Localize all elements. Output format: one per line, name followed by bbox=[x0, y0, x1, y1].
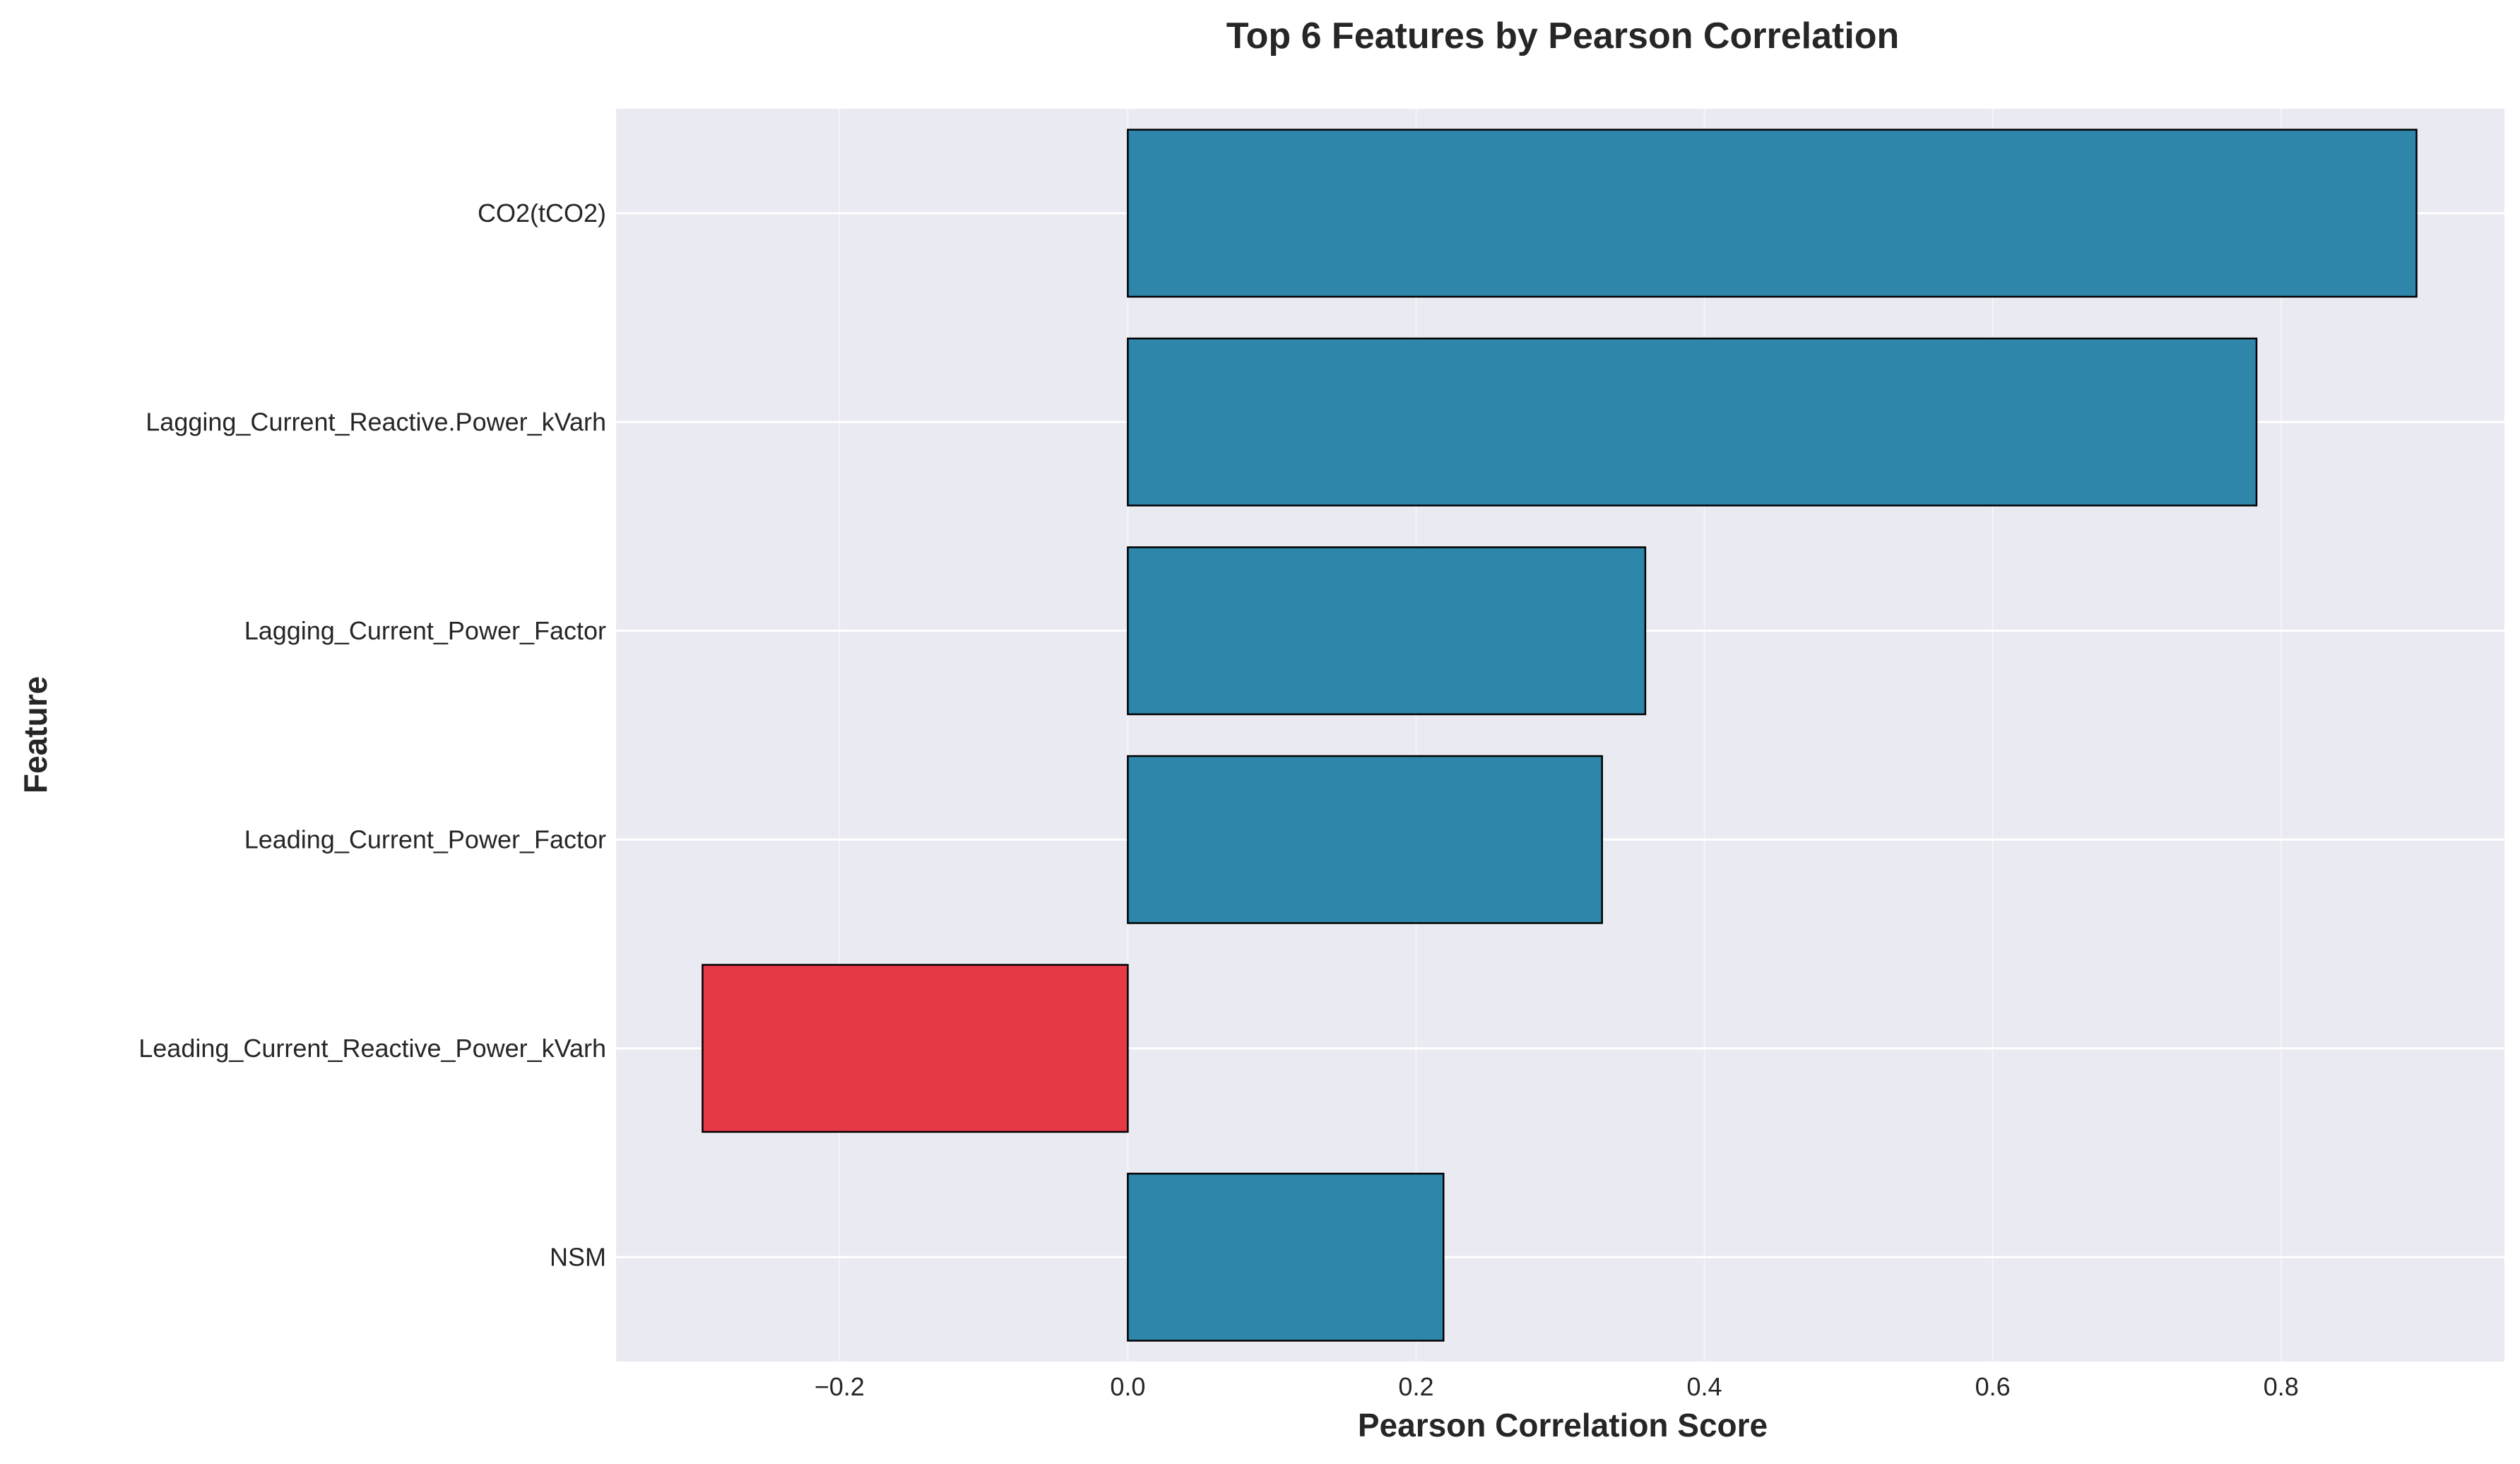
y-axis-label: Feature bbox=[17, 676, 54, 793]
x-tick-labels: −0.2 0.0 0.2 0.4 0.6 0.8 bbox=[815, 1372, 2299, 1401]
y-tick-label: Lagging_Current_Power_Factor bbox=[244, 616, 606, 645]
x-tick-label: 0.0 bbox=[1110, 1372, 1145, 1401]
x-tick-label: 0.2 bbox=[1398, 1372, 1433, 1401]
bar-4 bbox=[702, 964, 1129, 1133]
bars bbox=[702, 129, 2418, 1342]
bar-3 bbox=[1127, 755, 1603, 924]
x-tick-label: 0.6 bbox=[1975, 1372, 2011, 1401]
chart-title: Top 6 Features by Pearson Correlation bbox=[1226, 16, 1900, 57]
x-axis-label: Pearson Correlation Score bbox=[1358, 1407, 1768, 1444]
y-tick-label: Leading_Current_Reactive_Power_kVarh bbox=[138, 1034, 606, 1063]
x-tick-label: 0.4 bbox=[1687, 1372, 1722, 1401]
y-tick-label: CO2(tCO2) bbox=[478, 199, 606, 228]
bar-0 bbox=[1127, 129, 2418, 298]
x-tick-label: 0.8 bbox=[2264, 1372, 2299, 1401]
y-tick-labels: CO2(tCO2) Lagging_Current_Reactive.Power_… bbox=[138, 199, 606, 1272]
y-tick-label: Leading_Current_Power_Factor bbox=[244, 825, 606, 854]
x-tick-label: −0.2 bbox=[815, 1372, 865, 1401]
bar-2 bbox=[1127, 546, 1647, 716]
bar-5 bbox=[1127, 1172, 1445, 1342]
y-tick-label: Lagging_Current_Reactive.Power_kVarh bbox=[146, 407, 606, 436]
bar-1 bbox=[1127, 337, 2258, 507]
y-tick-label: NSM bbox=[550, 1242, 606, 1271]
plot-area bbox=[616, 109, 2504, 1362]
